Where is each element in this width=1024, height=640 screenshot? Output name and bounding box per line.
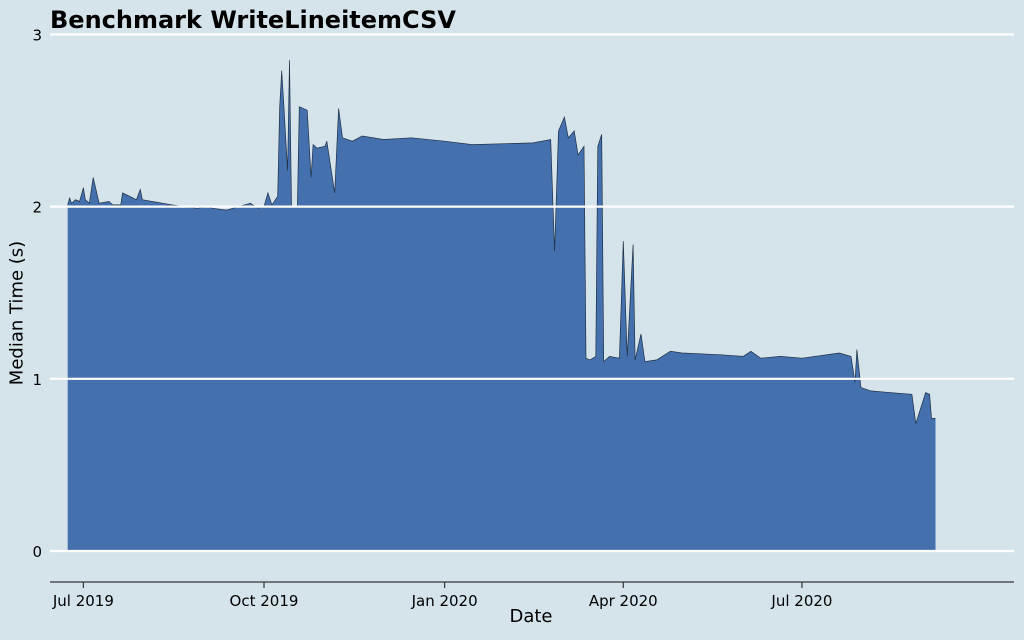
x-axis-label: Date: [509, 606, 553, 627]
x-tick-label: Jul 2020: [770, 592, 832, 610]
y-tick-label: 3: [32, 26, 42, 44]
x-tick-label: Oct 2019: [230, 592, 299, 610]
series-line-0: [67, 60, 936, 424]
x-tick-label: Jul 2019: [52, 592, 114, 610]
y-tick-label: 0: [32, 543, 42, 561]
chart-title: Benchmark WriteLineitemCSV: [50, 6, 456, 34]
y-tick-label: 2: [32, 199, 42, 217]
x-tick-label: Jan 2020: [411, 592, 478, 610]
y-axis-label: Median Time (s): [6, 240, 28, 386]
area-series-0: [67, 60, 936, 552]
y-tick-label: 1: [32, 371, 42, 389]
x-tick-label: Apr 2020: [589, 592, 658, 610]
